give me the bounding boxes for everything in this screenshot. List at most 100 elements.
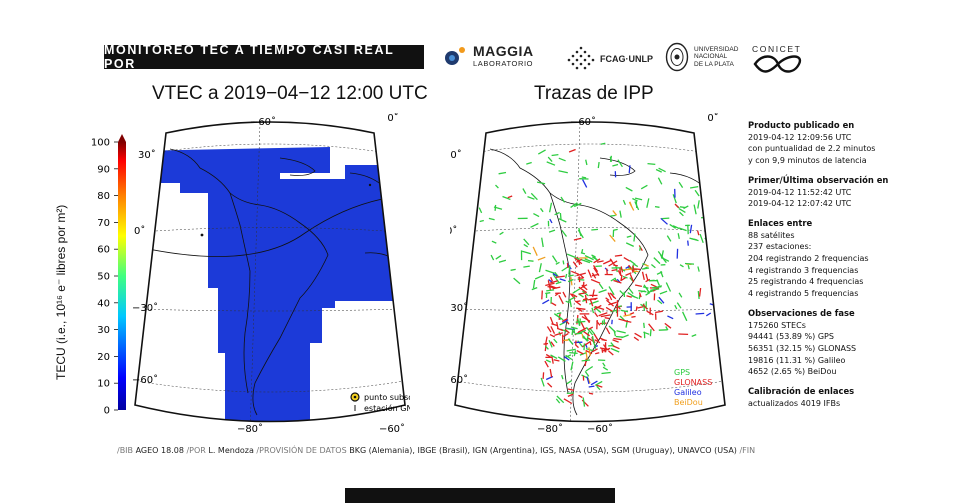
ipp-trace: [573, 328, 576, 334]
ipp-trace: [550, 354, 558, 359]
ipp-trace: [544, 360, 549, 368]
ipp-trace: [665, 282, 672, 292]
ipp-trace: [634, 284, 643, 288]
ipp-trace: [568, 296, 576, 302]
ipp-trace: [651, 286, 662, 289]
ipp-trace: [585, 326, 594, 336]
ipp-trace: [542, 372, 545, 379]
ipp-trace: [660, 217, 668, 225]
footer-credits: /BIB AGEO 18.08 /POR L. Mendoza /PROVISI…: [117, 446, 755, 455]
ipp-trace: [600, 142, 606, 145]
ipp-trace: [631, 294, 639, 299]
ipp-trace: [581, 359, 591, 362]
ipp-trace: [534, 274, 544, 280]
ipp-trace: [589, 340, 592, 346]
ipp-trace: [563, 333, 569, 338]
ipp-trace: [689, 185, 699, 189]
info-line: 88 satélites: [748, 230, 795, 240]
conicet-text: CONICET: [752, 44, 802, 54]
ipp-trace: [533, 213, 540, 218]
ipp-trace: [608, 350, 614, 356]
ipp-trace: [577, 308, 583, 312]
ipp-trace: [527, 259, 534, 262]
colorbar-max-arrow: [118, 134, 126, 142]
ipp-trace: [558, 157, 566, 162]
ipp-trace: [633, 336, 640, 342]
info-line: 2019-04-12 12:09:56 UTC: [748, 132, 852, 142]
ipp-trace: [584, 294, 588, 304]
ipp-lon-tick: −60˚: [570, 116, 596, 128]
ipp-trace: [650, 283, 658, 288]
ipp-trace: [674, 304, 678, 310]
ipp-trace: [551, 356, 554, 364]
info-line: y con 9,9 minutos de latencia: [748, 156, 867, 166]
ipp-trace: [619, 315, 625, 321]
ipp-trace: [602, 362, 606, 367]
ipp-trace: [582, 298, 589, 302]
ipp-trace: [502, 195, 511, 201]
unlp-line2: NACIONAL: [694, 53, 728, 61]
ipp-trace: [645, 278, 651, 283]
ipp-trace: [574, 344, 579, 349]
ipp-trace: [609, 258, 616, 266]
ipp-trace: [559, 212, 562, 220]
ipp-trace: [562, 319, 569, 324]
ipp-trace: [567, 278, 574, 283]
legend-glonass: GLONASS: [674, 378, 712, 387]
ipp-trace: [555, 275, 565, 279]
ipp-trace: [658, 296, 665, 304]
ipp-trace: [553, 313, 562, 320]
ipp-trace: [660, 256, 670, 262]
ipp-trace: [656, 279, 660, 286]
ipp-trace: [697, 291, 700, 299]
ipp-trace: [622, 199, 626, 205]
ipp-trace: [545, 336, 548, 344]
ipp-graticule: [455, 122, 725, 422]
ipp-map-title: Trazas de IPP: [534, 83, 654, 104]
ipp-trace: [687, 264, 690, 270]
ipp-trace: [599, 347, 610, 351]
ipp-trace: [595, 380, 603, 386]
ipp-trace: [679, 264, 684, 268]
ipp-trace: [620, 266, 624, 273]
ipp-trace: [580, 258, 591, 264]
ipp-trace: [499, 231, 504, 236]
ipp-trace: [488, 217, 495, 221]
ipp-trace: [551, 255, 558, 263]
ipp-trace: [585, 350, 588, 361]
info-panel: Producto publicado en 2019-04-12 12:09:5…: [748, 120, 888, 417]
ipp-trace: [550, 341, 555, 347]
vtec-lon-tick: −80˚: [237, 423, 263, 433]
ipp-trace: [602, 366, 609, 371]
ipp-trace: [655, 310, 663, 314]
footer-prov-key: /PROVISIÓN DE DATOS: [253, 446, 350, 455]
ipp-trace: [537, 149, 546, 155]
bottom-bar: [345, 488, 615, 503]
ipp-trace: [610, 293, 615, 299]
info-line: actualizados 4019 IFBs: [748, 398, 841, 408]
ipp-trace: [600, 314, 611, 318]
vtec-lat-tick: −60˚: [132, 374, 158, 386]
info-line: 4 registrando 5 frequencias: [748, 289, 859, 299]
ipp-trace: [638, 292, 642, 298]
ipp-trace: [691, 333, 697, 338]
ipp-trace: [547, 280, 552, 291]
ipp-trace: [565, 300, 570, 304]
vtec-coverage: [135, 147, 405, 422]
ipp-trace: [629, 201, 633, 206]
ipp-trace: [545, 359, 552, 363]
vtec-map-title: VTEC a 2019−04−12 12:00 UTC: [152, 83, 428, 104]
legend-gps: GPS: [674, 368, 690, 377]
vtec-lat-tick: 0˚: [134, 225, 145, 237]
ipp-trace: [625, 186, 633, 192]
ipp-trace: [695, 312, 705, 315]
ipp-trace: [659, 290, 668, 295]
ipp-trace: [645, 292, 651, 296]
ipp-trace: [575, 256, 580, 260]
colorbar-tick-label: 70: [97, 218, 110, 229]
ipp-trace: [542, 299, 550, 305]
ipp-trace: [620, 309, 629, 313]
ipp-trace: [567, 388, 575, 392]
ipp-trace: [616, 330, 626, 334]
ipp-trace: [495, 184, 499, 189]
